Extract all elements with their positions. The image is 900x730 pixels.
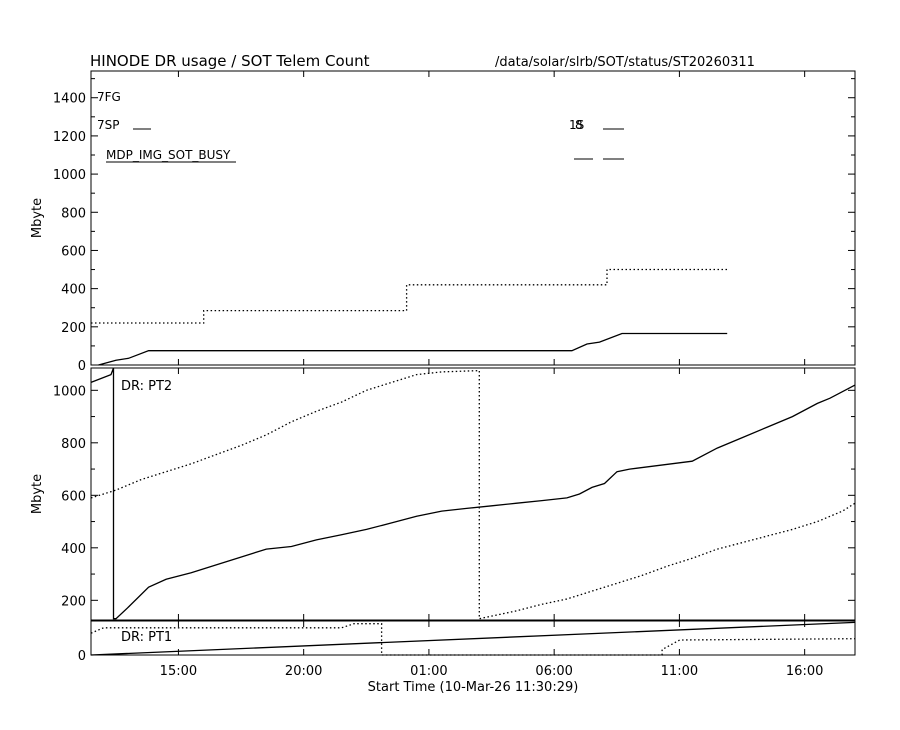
top-y-tick-label: 200 xyxy=(61,321,86,336)
top-panel-frame xyxy=(90,70,856,366)
x-tick-label: 11:00 xyxy=(661,664,698,679)
annotation-label: 8 xyxy=(575,118,583,132)
middle-y-tick-label: 600 xyxy=(61,489,86,504)
middle-y-tick-label: 200 xyxy=(61,594,86,609)
middle-series-solid-line xyxy=(90,367,856,620)
x-axis-label: Start Time (10-Mar-26 11:30:29) xyxy=(368,680,579,695)
bottom-series-dotted-line xyxy=(90,623,856,656)
middle-series-dotted-line xyxy=(90,369,856,620)
x-tick-label: 20:00 xyxy=(285,664,322,679)
annotation-label: 7SP xyxy=(97,118,120,132)
top-series-dotted-line xyxy=(91,268,728,324)
top-y-tick-label: 1000 xyxy=(53,168,86,183)
data-path: /data/solar/slrb/SOT/status/ST20260311 xyxy=(495,55,755,70)
top-y-tick-label: 400 xyxy=(61,283,86,298)
top-y-tick-label: 600 xyxy=(61,244,86,259)
bottom-panel-frame xyxy=(90,620,856,656)
top-series-solid-line xyxy=(98,332,728,366)
chart-title: HINODE DR usage / SOT Telem Count xyxy=(90,52,370,70)
bottom-panel-label: DR: PT1 xyxy=(121,630,172,645)
annotation-label: MDP_IMG_SOT_BUSY xyxy=(106,148,231,162)
annotation-label: 1S xyxy=(569,118,584,132)
x-tick-label: 16:00 xyxy=(786,664,823,679)
x-tick-label: 15:00 xyxy=(160,664,197,679)
x-tick-label: 01:00 xyxy=(410,664,447,679)
middle-y-tick-label: 400 xyxy=(61,542,86,557)
middle-y-tick-label: 1000 xyxy=(53,384,86,399)
top-y-tick-label: 1200 xyxy=(53,130,86,145)
x-tick-label: 06:00 xyxy=(535,664,572,679)
annotation-label: 7FG xyxy=(97,90,121,104)
middle-panel-frame xyxy=(90,367,856,621)
middle-y-axis-label: Mbyte xyxy=(30,474,45,514)
top-y-tick-label: 800 xyxy=(61,206,86,221)
bottom-y-tick-label: 0 xyxy=(78,649,86,664)
bottom-series-solid-line xyxy=(90,621,856,656)
middle-y-tick-label: 800 xyxy=(61,437,86,452)
middle-panel-label: DR: PT2 xyxy=(121,379,172,394)
top-y-tick-label: 0 xyxy=(78,359,86,374)
top-y-axis-label: Mbyte xyxy=(30,198,45,238)
top-y-tick-label: 1400 xyxy=(53,92,86,107)
